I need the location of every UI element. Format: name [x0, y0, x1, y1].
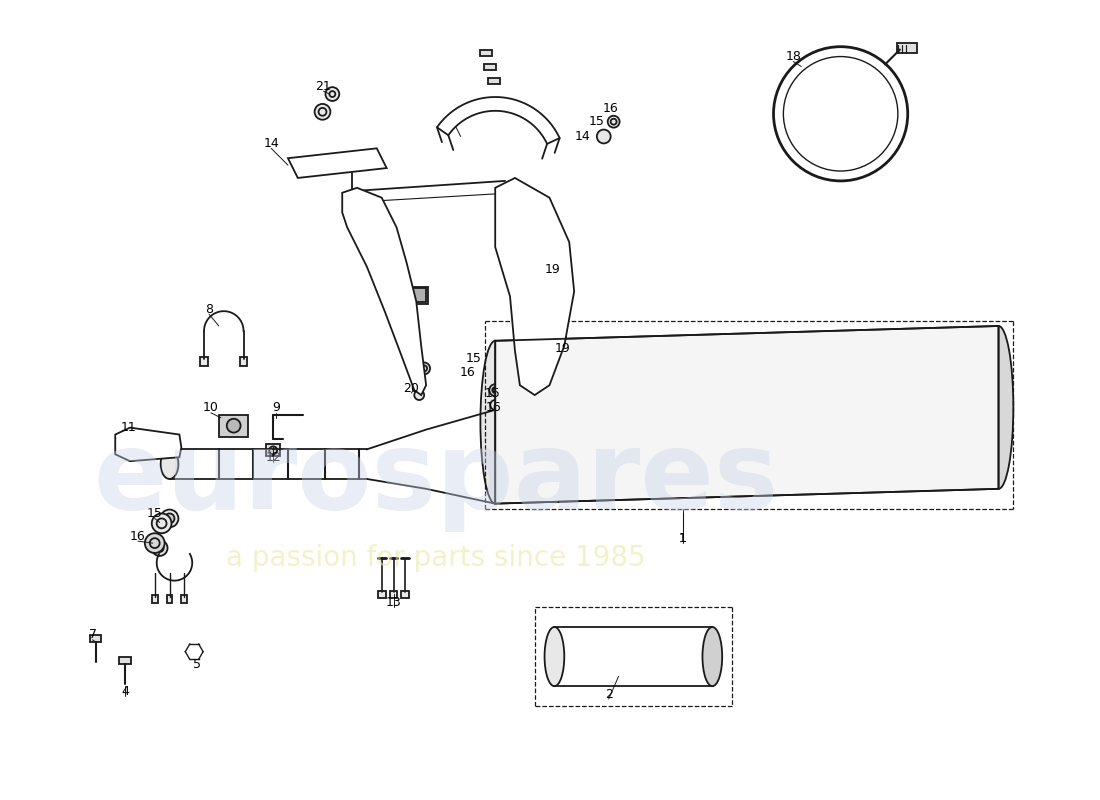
- Bar: [547, 333, 564, 346]
- Text: 21: 21: [316, 80, 331, 93]
- Polygon shape: [437, 97, 560, 144]
- Circle shape: [152, 540, 167, 556]
- Text: 16: 16: [603, 102, 618, 115]
- Text: 7: 7: [88, 628, 97, 642]
- Bar: [484, 65, 496, 70]
- Text: 14: 14: [574, 130, 590, 143]
- Circle shape: [490, 384, 502, 396]
- Circle shape: [315, 104, 330, 120]
- Circle shape: [270, 446, 277, 454]
- Ellipse shape: [161, 450, 178, 479]
- Ellipse shape: [703, 627, 723, 686]
- Ellipse shape: [544, 627, 564, 686]
- Circle shape: [607, 116, 619, 128]
- Text: 1: 1: [679, 532, 686, 545]
- Text: a passion for parts since 1985: a passion for parts since 1985: [227, 544, 646, 572]
- Text: 16: 16: [485, 402, 502, 414]
- Bar: [481, 50, 492, 55]
- Ellipse shape: [983, 326, 1013, 489]
- Bar: [240, 357, 248, 366]
- Circle shape: [227, 418, 241, 433]
- Text: 15: 15: [146, 507, 163, 520]
- Text: 2: 2: [605, 688, 613, 701]
- Text: 15: 15: [588, 115, 605, 128]
- Bar: [406, 286, 428, 304]
- Bar: [200, 357, 208, 366]
- Bar: [377, 591, 386, 598]
- Bar: [119, 657, 131, 665]
- Bar: [389, 591, 397, 598]
- Text: 15: 15: [465, 352, 482, 365]
- Text: 12: 12: [265, 450, 280, 464]
- Polygon shape: [495, 178, 574, 395]
- Circle shape: [418, 362, 430, 374]
- Text: 10: 10: [204, 402, 219, 414]
- Text: 19: 19: [544, 263, 560, 276]
- Text: 5: 5: [194, 658, 201, 671]
- Circle shape: [165, 514, 175, 523]
- Bar: [219, 415, 249, 437]
- Bar: [402, 591, 409, 598]
- Text: 17: 17: [448, 115, 464, 128]
- Bar: [544, 331, 566, 349]
- Bar: [488, 78, 501, 84]
- Text: 11: 11: [120, 421, 136, 434]
- Polygon shape: [288, 148, 386, 178]
- Bar: [182, 595, 187, 603]
- Text: 9: 9: [272, 402, 280, 414]
- Text: 14: 14: [263, 137, 279, 150]
- Text: 4: 4: [121, 685, 129, 698]
- Bar: [896, 42, 916, 53]
- Circle shape: [152, 514, 172, 534]
- Circle shape: [597, 130, 611, 143]
- Text: eurospares: eurospares: [94, 426, 779, 532]
- Text: 20: 20: [404, 382, 419, 394]
- Text: 18: 18: [785, 50, 801, 63]
- Polygon shape: [342, 188, 426, 395]
- Text: 8: 8: [205, 302, 213, 316]
- Bar: [266, 445, 280, 456]
- Bar: [408, 289, 426, 302]
- Circle shape: [491, 400, 501, 410]
- Bar: [152, 595, 157, 603]
- Ellipse shape: [481, 341, 510, 504]
- Circle shape: [161, 510, 178, 527]
- Circle shape: [326, 87, 339, 101]
- Text: 13: 13: [386, 596, 402, 609]
- Polygon shape: [495, 326, 999, 504]
- Circle shape: [415, 390, 425, 400]
- Text: 15: 15: [484, 386, 500, 399]
- Bar: [89, 635, 101, 642]
- Text: 19: 19: [554, 342, 570, 355]
- Circle shape: [145, 534, 165, 553]
- Text: 16: 16: [460, 366, 475, 379]
- Text: 1: 1: [679, 532, 686, 545]
- Text: 16: 16: [130, 530, 146, 542]
- Bar: [166, 595, 173, 603]
- Polygon shape: [116, 428, 182, 461]
